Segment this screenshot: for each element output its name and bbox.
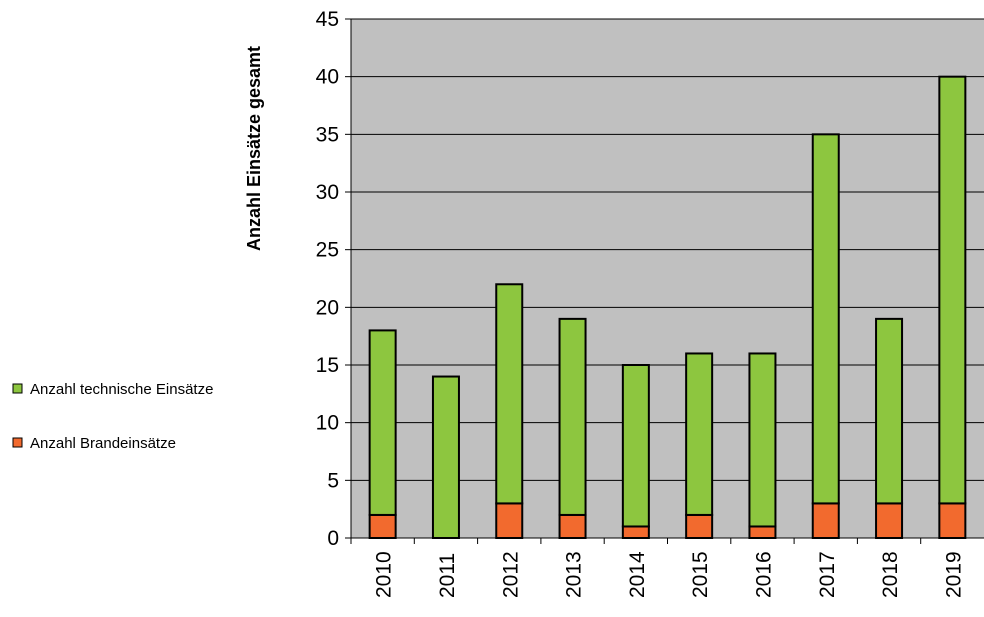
x-tick-label: 2013 — [563, 551, 586, 598]
x-tick-label: 2010 — [373, 551, 396, 598]
bar-technische-einsaetze — [748, 352, 777, 528]
y-tick-label: 15 — [316, 354, 339, 377]
y-tick-label: 10 — [316, 412, 339, 435]
y-tick-label: 35 — [316, 123, 339, 146]
x-tick-labels: 2010 2011 2012 2013 2014 2015 2016 2017 2018 2019 — [373, 551, 966, 598]
bar-technische-einsaetze — [938, 75, 967, 505]
legend-swatch — [12, 383, 23, 394]
bar-technische-einsaetze — [621, 364, 650, 528]
x-tick-label: 2012 — [499, 551, 522, 598]
legend-label: Anzahl Brandeinsätze — [30, 435, 176, 452]
y-tick-label: 25 — [316, 239, 339, 262]
bar-brandeinsaetze — [495, 502, 524, 539]
bar-technische-einsaetze — [495, 283, 524, 505]
y-tick-label: 45 — [316, 8, 339, 31]
bar-technische-einsaetze — [431, 375, 460, 539]
bar-technische-einsaetze — [685, 352, 714, 516]
bar-technische-einsaetze — [558, 317, 587, 516]
bars — [368, 75, 967, 540]
x-tick-label: 2014 — [626, 551, 649, 598]
bar-technische-einsaetze — [875, 317, 904, 505]
bar-brandeinsaetze — [621, 525, 650, 540]
legend-swatch — [12, 437, 23, 448]
bar-brandeinsaetze — [938, 502, 967, 539]
x-tick-label: 2017 — [816, 551, 839, 598]
y-tick-label: 30 — [316, 181, 339, 204]
bar-brandeinsaetze — [558, 513, 587, 540]
x-tick-label: 2018 — [879, 551, 902, 598]
y-axis-title: Anzahl Einsätze gesamt — [244, 46, 264, 251]
bar-brandeinsaetze — [875, 502, 904, 539]
y-tick-label: 40 — [316, 66, 339, 89]
y-tick-label: 20 — [316, 296, 339, 319]
x-tick-label: 2016 — [752, 551, 775, 598]
bar-brandeinsaetze — [368, 513, 397, 540]
y-tick-label: 0 — [327, 527, 339, 550]
legend-label: Anzahl technische Einsätze — [30, 381, 213, 398]
bar-technische-einsaetze — [811, 133, 840, 505]
x-tick-label: 2011 — [436, 553, 459, 598]
axes — [350, 19, 984, 544]
y-tick-label: 5 — [327, 469, 339, 492]
bar-technische-einsaetze — [368, 329, 397, 516]
bar-brandeinsaetze — [685, 513, 714, 540]
x-tick-label: 2015 — [689, 551, 712, 598]
bar-brandeinsaetze — [748, 525, 777, 540]
y-tick-labels: 0 5 10 15 20 25 30 35 40 45 — [316, 8, 351, 550]
bar-brandeinsaetze — [811, 502, 840, 539]
legend: Anzahl technische Einsätze Anzahl Brandei… — [12, 381, 213, 452]
x-tick-label: 2019 — [942, 551, 965, 598]
